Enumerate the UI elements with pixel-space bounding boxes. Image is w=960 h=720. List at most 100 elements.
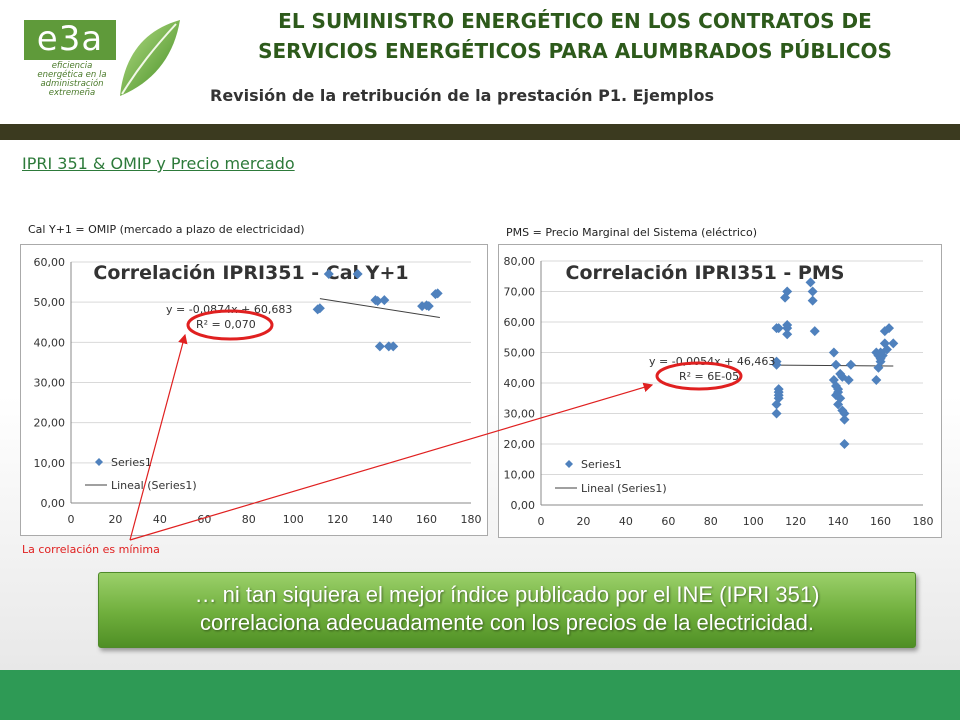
data-point [881, 344, 892, 355]
data-point [782, 329, 793, 340]
data-point [771, 408, 782, 419]
chart-pms: 0,00 10,00 20,00 30,00 40,00 50,00 60,00 70,00 8… [498, 244, 942, 538]
logo-tagline: eficiencia energética en la administraci… [22, 62, 122, 98]
y-tick-label: 0,00 [511, 499, 536, 512]
data-point [828, 347, 839, 358]
legend-marker [95, 458, 103, 466]
data-point [830, 390, 841, 401]
x-tick-label: 120 [785, 515, 806, 528]
page-title: EL SUMINISTRO ENERGÉTICO EN LOS CONTRATO… [200, 6, 950, 66]
chart-title: Correlación IPRI351 - PMS [566, 262, 845, 284]
x-tick-label: 60 [661, 515, 675, 528]
r-squared-highlight-circle [186, 309, 274, 341]
legend-label: Lineal (Series1) [581, 482, 667, 495]
y-tick-label: 0,00 [41, 497, 66, 510]
data-point [839, 439, 850, 449]
y-tick-label: 10,00 [504, 469, 536, 482]
legend-label: Series1 [581, 458, 622, 471]
data-point [837, 405, 848, 416]
x-tick-label: 0 [68, 513, 75, 526]
arrow-to-right-r2 [129, 382, 654, 541]
x-tick-label: 80 [704, 515, 718, 528]
page-subtitle: Revisión de la retribución de la prestac… [210, 86, 715, 105]
legend-marker [565, 460, 573, 468]
x-tick-label: 80 [242, 513, 256, 526]
data-point [771, 356, 782, 367]
x-tick-label: 0 [538, 515, 545, 528]
logo-tagline-line: energética en la [37, 70, 107, 80]
data-point [888, 338, 899, 349]
x-tick-label: 140 [828, 515, 849, 528]
legend-label: Series1 [111, 456, 152, 469]
y-tick-label: 60,00 [504, 316, 536, 329]
arrow-to-left-r2 [129, 333, 188, 541]
y-tick-label: 40,00 [504, 377, 536, 390]
data-point [423, 301, 434, 312]
y-tick-label: 50,00 [34, 296, 66, 309]
x-tick-label: 180 [913, 515, 934, 528]
data-point [879, 326, 890, 337]
data-point [839, 408, 850, 419]
r-squared-highlight-circle [655, 361, 743, 391]
logo-brand: e3a [24, 20, 116, 60]
banner-line1: … ni tan siquiera el mejor índice public… [194, 582, 820, 607]
data-point [773, 384, 784, 395]
data-point [782, 320, 793, 331]
data-point [830, 359, 841, 370]
footer-band [0, 670, 960, 720]
y-tick-label: 20,00 [504, 438, 536, 451]
data-point [374, 341, 385, 352]
x-tick-label: 40 [153, 513, 167, 526]
data-point [843, 374, 854, 385]
page-title-line2: SERVICIOS ENERGÉTICOS PARA ALUMBRADOS PÚ… [258, 39, 892, 63]
data-point [807, 295, 818, 306]
data-point [314, 303, 325, 314]
x-tick-label: 40 [619, 515, 633, 528]
data-point [877, 350, 888, 361]
data-point [379, 295, 390, 306]
banner-line2: correlaciona adecuadamente con los preci… [200, 610, 814, 635]
data-point [833, 399, 844, 410]
header-divider-band [0, 124, 960, 140]
y-tick-label: 30,00 [504, 408, 536, 421]
data-point [835, 368, 846, 379]
y-tick-label: 40,00 [34, 336, 66, 349]
data-point [879, 338, 890, 349]
y-tick-label: 70,00 [504, 286, 536, 299]
data-point [388, 341, 399, 352]
x-tick-label: 100 [743, 515, 764, 528]
x-tick-label: 160 [416, 513, 437, 526]
logo-tagline-line: eficiencia [51, 61, 93, 71]
trend-equation: y = -0,0874x + 60,683 [166, 303, 292, 316]
logo-tagline-line: administración [40, 79, 104, 89]
data-point [839, 414, 850, 425]
r-squared-label: R² = 6E-05 [679, 370, 739, 383]
e3a-logo: e3a eficiencia energética en la administ… [14, 14, 184, 102]
x-tick-label: 100 [283, 513, 304, 526]
y-tick-label: 80,00 [504, 255, 536, 268]
right-chart-note: PMS = Precio Marginal del Sistema (eléct… [506, 226, 757, 239]
data-point [871, 374, 882, 385]
left-chart-note: Cal Y+1 = OMIP (mercado a plazo de elect… [28, 223, 305, 236]
y-tick-label: 20,00 [34, 417, 66, 430]
chart-cal-y1: 0,00 10,00 20,00 30,00 40,00 50,00 60,00 0 20 40 6… [20, 244, 488, 536]
data-point [873, 362, 884, 373]
data-point [771, 323, 782, 334]
x-tick-label: 180 [461, 513, 482, 526]
r-squared-label: R² = 0,070 [196, 318, 256, 331]
data-point [782, 286, 793, 297]
x-tick-label: 20 [108, 513, 122, 526]
section-link[interactable]: IPRI 351 & OMIP y Precio mercado [22, 154, 295, 173]
y-tick-label: 30,00 [34, 377, 66, 390]
x-tick-label: 140 [372, 513, 393, 526]
data-point [845, 359, 856, 370]
conclusion-banner: … ni tan siquiera el mejor índice public… [98, 572, 916, 648]
chart-cal-y1-svg: 0,00 10,00 20,00 30,00 40,00 50,00 60,00 0 20 40 6… [34, 256, 482, 526]
data-point [372, 295, 383, 306]
data-point [323, 269, 334, 280]
logo-tagline-line: extremeña [48, 88, 96, 98]
banner-text: … ni tan siquiera el mejor índice public… [99, 581, 915, 637]
y-tick-label: 50,00 [504, 347, 536, 360]
page-title-line1: EL SUMINISTRO ENERGÉTICO EN LOS CONTRATO… [278, 9, 872, 33]
data-point [828, 374, 839, 385]
